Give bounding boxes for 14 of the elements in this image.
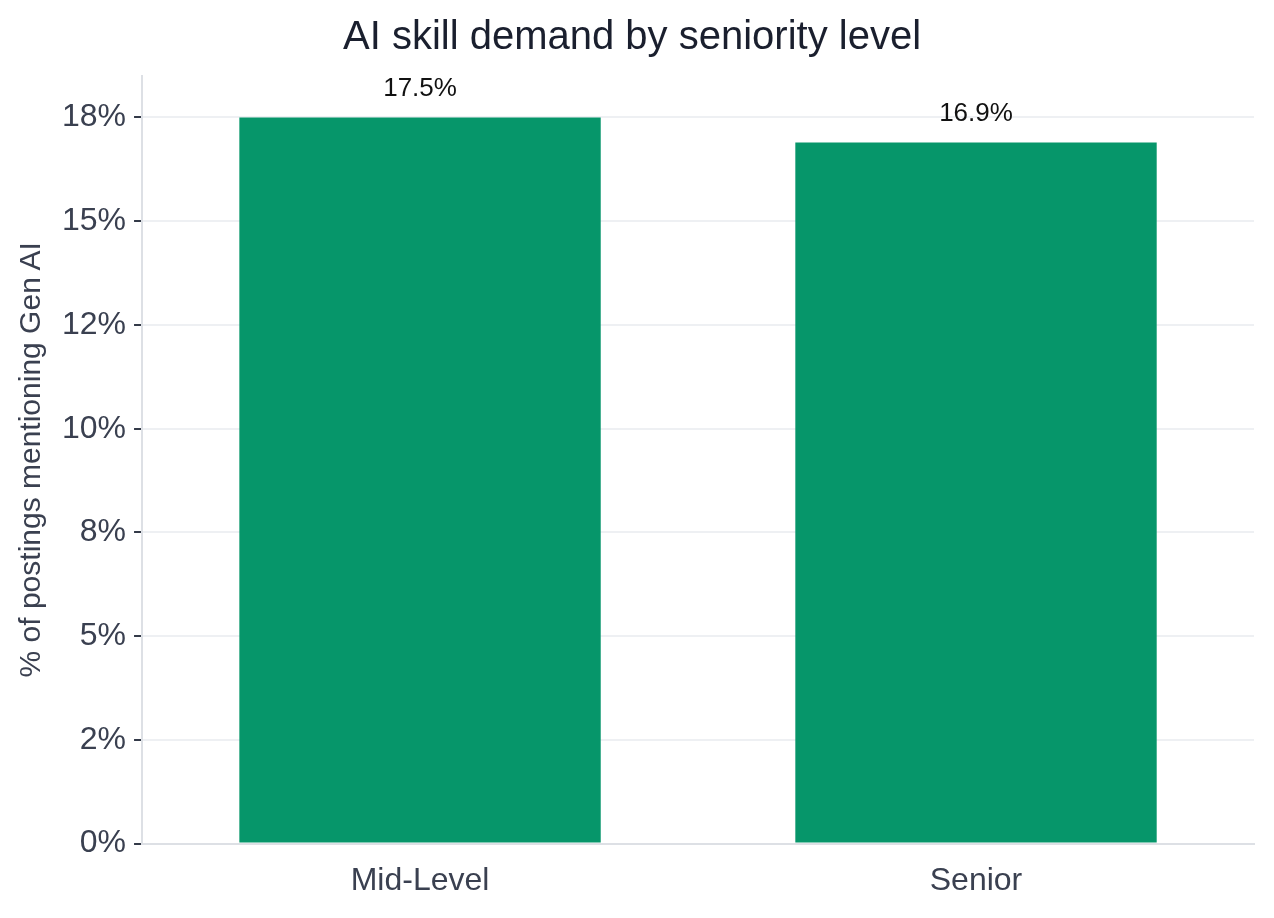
y-tick-label: 15% <box>62 201 127 238</box>
y-tick-label: 12% <box>62 304 127 341</box>
text: 16.9% <box>939 96 1013 127</box>
x-tick-label: Senior <box>929 860 1023 897</box>
y-tick-label: 0% <box>79 823 127 860</box>
y-tick-label: 5% <box>79 615 127 652</box>
y-tick-label: 2% <box>79 719 127 756</box>
chart-title: AI skill demand by seniority level <box>342 13 922 58</box>
y-tick-label: 8% <box>79 512 127 549</box>
text: 17.5% <box>383 71 457 102</box>
x-tick-label: Mid-Level <box>350 860 490 897</box>
y-tick-label: 18% <box>62 97 127 134</box>
y-axis-title: % of postings mentioning Gen AI <box>13 242 47 678</box>
y-tick-label: 10% <box>62 408 127 445</box>
